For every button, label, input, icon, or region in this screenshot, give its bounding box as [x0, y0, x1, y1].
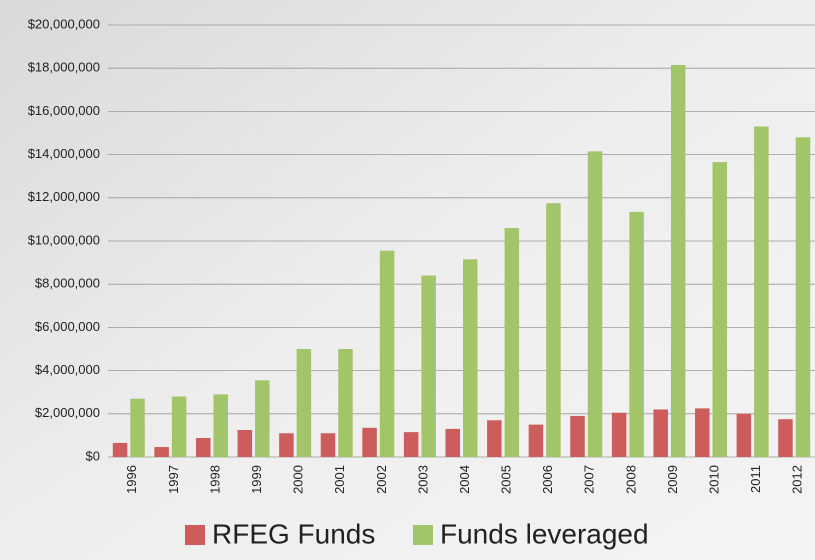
bar: [172, 397, 187, 457]
bar: [505, 228, 520, 457]
bar: [754, 127, 769, 457]
bar: [130, 399, 145, 457]
bar: [213, 394, 228, 457]
bar: [113, 443, 128, 457]
legend-swatch: [185, 525, 205, 545]
bar: [362, 428, 377, 457]
bar: [487, 420, 502, 457]
bar: [546, 203, 561, 457]
y-tick-label: $12,000,000: [28, 189, 100, 204]
bar: [297, 349, 312, 457]
bar: [463, 259, 478, 457]
bar: [380, 251, 395, 457]
y-tick-label: $4,000,000: [35, 362, 100, 377]
x-tick-label: 2005: [499, 465, 514, 494]
bar: [529, 425, 544, 457]
y-tick-label: $10,000,000: [28, 232, 100, 247]
bar: [279, 433, 294, 457]
bar: [196, 438, 211, 457]
bar: [446, 429, 461, 457]
background: [0, 0, 815, 560]
bar: [588, 151, 603, 457]
bar: [737, 414, 752, 457]
x-tick-label: 1998: [207, 465, 222, 494]
bar: [653, 409, 668, 457]
y-tick-label: $2,000,000: [35, 405, 100, 420]
bar: [629, 212, 644, 457]
bar: [154, 447, 169, 457]
x-tick-label: 2009: [665, 465, 680, 494]
bar: [321, 433, 336, 457]
y-tick-label: $16,000,000: [28, 103, 100, 118]
legend-label: Funds leveraged: [440, 518, 649, 549]
bar: [695, 408, 710, 457]
x-tick-label: 1999: [249, 465, 264, 494]
chart: RFEG Funds Funds leveraged $0 $2,000,000 $4…: [0, 0, 815, 560]
y-tick-label: $14,000,000: [28, 146, 100, 161]
bar: [612, 413, 627, 457]
x-tick-label: 2012: [790, 465, 805, 494]
bar: [238, 430, 253, 457]
x-tick-label: 1996: [124, 465, 139, 494]
x-tick-label: 2006: [540, 465, 555, 494]
x-tick-label: 2008: [623, 465, 638, 494]
bar: [671, 65, 686, 457]
x-tick-label: 2004: [457, 465, 472, 494]
x-tick-label: 2001: [332, 465, 347, 494]
bar: [796, 137, 811, 457]
bar: [404, 432, 419, 457]
legend-swatch: [413, 525, 433, 545]
y-tick-label: $8,000,000: [35, 276, 100, 291]
y-tick-label: $6,000,000: [35, 319, 100, 334]
x-tick-label: 2010: [706, 465, 721, 494]
x-tick-label: 2007: [582, 465, 597, 494]
bar: [338, 349, 353, 457]
y-tick-label: $18,000,000: [28, 60, 100, 75]
bar: [570, 416, 585, 457]
x-tick-label: 2000: [291, 465, 306, 494]
bar: [421, 276, 436, 457]
x-tick-label: 2002: [374, 465, 389, 494]
bar: [778, 419, 793, 457]
x-tick-label: 2003: [415, 465, 430, 494]
x-tick-label: 1997: [166, 465, 181, 494]
bar: [255, 380, 270, 457]
legend-label: RFEG Funds: [212, 518, 375, 549]
bar: [713, 162, 728, 457]
y-tick-label: $20,000,000: [28, 16, 100, 31]
x-tick-label: 2011: [748, 465, 763, 493]
y-tick-label: $0: [86, 448, 100, 463]
